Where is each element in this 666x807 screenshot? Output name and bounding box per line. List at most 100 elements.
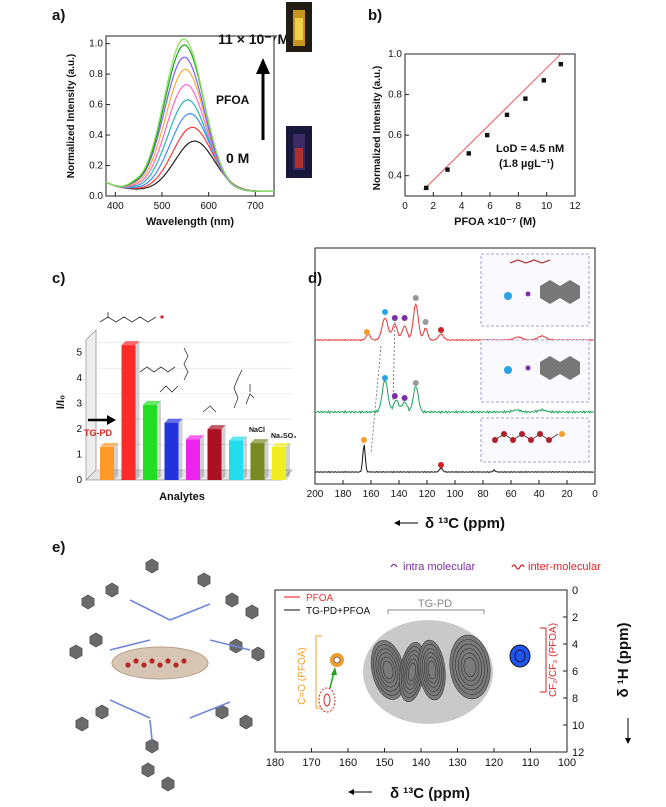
panel-a-xtick: 400 [107, 201, 124, 212]
panel-c-ytick: 2 [76, 424, 82, 435]
panel-a-letter: a) [52, 7, 65, 24]
structure-box-tgpd [480, 339, 590, 403]
panel-a-ytick: 0.0 [89, 191, 103, 202]
panel-e-contour [380, 656, 396, 684]
panel-b-point [445, 167, 450, 172]
panel-b-xtick: 10 [541, 201, 553, 212]
na2so4-label: Na₂SO₄ [271, 433, 297, 440]
framework-ring [95, 704, 109, 720]
panel-e-co-label: C=O (PFOA) [297, 647, 308, 705]
panel-d-xtick: 20 [561, 489, 573, 500]
panel-c-chart: 0 1 2 3 4 5 [76, 312, 293, 486]
panel-b-chart: 0 2 4 6 8 10 12 0.4 0.6 0.8 1.0 [388, 49, 581, 212]
panel-a-series-line [105, 68, 274, 192]
panel-e-xtick: 150 [375, 757, 393, 769]
panel-b-letter: b) [368, 7, 382, 24]
panel-d-peak-marker [401, 395, 408, 401]
panel-b-point [558, 61, 564, 67]
panel-c-ytick: 3 [76, 399, 82, 410]
panel-b-point [424, 185, 429, 191]
panel-a-xlabel: Wavelength (nm) [146, 216, 235, 228]
panel-e-ytick: 4 [572, 639, 578, 651]
panel-e-chart: 180 170 160 150 140 130 120 110 100 0 2 4 6 8 10 12 PFO… [266, 585, 584, 769]
panel-b-lod2: (1.8 µgL⁻¹) [499, 158, 554, 170]
nacl-label: NaCl [249, 427, 265, 434]
panel-d-peak-marker [438, 327, 444, 333]
panel-e-contour [423, 652, 441, 688]
panel-b-point [523, 96, 528, 101]
framework-ring [239, 714, 253, 730]
panel-e-ytick: 10 [572, 720, 584, 732]
framework-ring [145, 738, 159, 754]
panel-d-peak-marker [363, 329, 370, 335]
panel-e-contour [420, 644, 444, 696]
panel-b-lod: LoD = 4.5 nM [496, 143, 564, 155]
structure-box-pfoa-tgpd [480, 253, 590, 327]
panel-e-contour [406, 658, 418, 686]
panel-c-bar [272, 446, 286, 480]
panel-b-xtick: 8 [516, 201, 522, 212]
vial-photo-dark [286, 126, 312, 178]
panel-d-peak-marker [401, 315, 408, 321]
panel-d-spectrum [314, 444, 594, 473]
structure-molecules [139, 347, 255, 413]
panel-b-point [541, 78, 547, 83]
framework-structure [69, 558, 265, 792]
panel-c-xlabel: Analytes [159, 491, 205, 503]
panel-e-ytick: 2 [572, 612, 578, 624]
panel-e-xlabel: δ ¹³C (ppm) [390, 785, 470, 802]
panel-e-contour [404, 654, 420, 690]
tgpd-arrow [88, 415, 116, 425]
panel-b-xlabel: PFOA ×10⁻⁷ (M) [454, 216, 536, 228]
panel-b-xtick: 2 [431, 201, 437, 212]
panel-d-spectrum [314, 380, 595, 415]
panel-e-contour [377, 652, 399, 688]
panel-e-xtick: 170 [302, 757, 320, 769]
panel-d-spectrum [314, 302, 595, 342]
panel-a-analyte: PFOA [216, 93, 250, 107]
legend-intra-label: intra molecular [403, 561, 475, 573]
panel-a-frame [105, 35, 275, 197]
framework-ring [75, 716, 89, 732]
tgpd-label: TG-PD [84, 428, 112, 438]
panel-c-ytick: 0 [76, 475, 82, 486]
framework-chain-atom [125, 662, 131, 668]
panel-e-legend-pfoa: PFOA [306, 593, 334, 604]
panel-c-bar [207, 429, 222, 480]
framework-chain-atom [165, 658, 171, 664]
panel-d-peak-marker [361, 437, 367, 443]
panel-a-ytick: 0.8 [89, 69, 103, 80]
panel-a-conc-bottom: 0 M [226, 150, 249, 166]
vial-photo-bright [286, 2, 312, 52]
panel-e-ytick: 0 [572, 585, 578, 597]
panel-e-contour [455, 643, 485, 691]
framework-chain-atom [141, 662, 147, 668]
panel-d-xtick: 60 [505, 489, 517, 500]
panel-a-xtick: 500 [154, 201, 171, 212]
panel-c-letter: c) [52, 270, 65, 287]
panel-d-peak-marker [412, 295, 419, 301]
legend-intra: intra molecular [390, 561, 475, 573]
framework-ring [69, 644, 83, 660]
panel-e-ytick: 12 [572, 747, 584, 759]
framework-ring [81, 594, 95, 610]
panel-a-ytick: 0.4 [89, 130, 103, 141]
panel-b-point [466, 151, 471, 156]
framework-ring [225, 592, 239, 608]
panel-a-ytick: 1.0 [89, 39, 103, 50]
panel-e-ytick: 8 [572, 693, 578, 705]
panel-e-xtick: 110 [522, 757, 540, 769]
panel-a-xtick: 600 [200, 201, 217, 212]
panel-b-point [484, 132, 490, 138]
panel-d-peak-marker [438, 462, 444, 468]
pfoa-structure [99, 312, 164, 323]
panel-e-contour [452, 639, 488, 695]
panel-d-peak-marker [412, 380, 419, 386]
cf-contour [509, 644, 531, 668]
panel-b-xtick: 6 [487, 201, 493, 212]
framework-chain-atom [157, 662, 163, 668]
panel-c-bar [164, 422, 179, 480]
framework-ring [145, 558, 159, 574]
panel-d-xtick: 100 [447, 489, 464, 500]
panel-a-chart: 400 500 600 700 0.0 0.2 0.4 0.6 0.8 1.0 [89, 35, 275, 212]
